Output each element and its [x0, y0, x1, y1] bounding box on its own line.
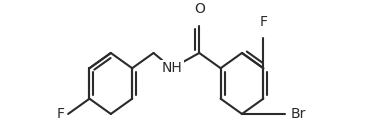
Text: O: O	[194, 2, 205, 16]
Text: NH: NH	[161, 61, 182, 75]
Text: F: F	[57, 107, 65, 121]
Text: Br: Br	[291, 107, 306, 121]
Text: F: F	[259, 15, 267, 29]
